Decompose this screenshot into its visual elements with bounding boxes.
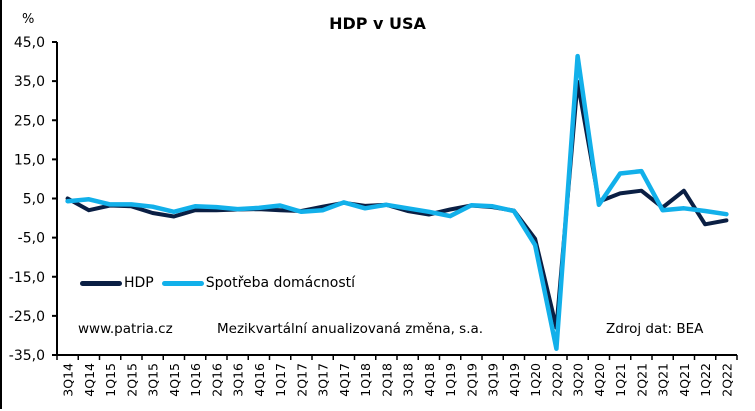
source-site-note: www.patria.cz [78, 321, 173, 337]
x-tick-label: 2Q15 [124, 363, 139, 397]
y-tick-label: 15,0 [14, 152, 45, 168]
y-tick-label: -15,0 [9, 270, 45, 286]
data-source-note: Zdroj dat: BEA [606, 321, 704, 337]
x-tick-label: 1Q16 [188, 363, 203, 397]
x-tick-label: 1Q20 [528, 363, 543, 397]
y-tick-label: -5,0 [18, 231, 45, 247]
x-tick-label: 1Q18 [358, 363, 373, 397]
legend-swatch-hdp [80, 280, 122, 286]
series-line-consumption [65, 53, 729, 351]
legend-item-consumption: Spotřeba domácností [161, 275, 356, 291]
x-tick-label: 2Q20 [549, 363, 564, 397]
y-tick-label: 5,0 [23, 192, 45, 208]
x-tick-label: 2Q18 [379, 363, 394, 397]
x-tick-label: 3Q15 [146, 363, 161, 397]
legend-label-consumption: Spotřeba domácností [205, 275, 356, 291]
x-tick-label: 1Q21 [613, 363, 628, 397]
x-tick-label: 2Q22 [719, 363, 734, 397]
legend-swatch-consumption [161, 280, 204, 286]
x-tick-label: 3Q14 [61, 363, 76, 397]
methodology-note: Mezikvartální anualizovaná změna, s.a. [217, 321, 484, 337]
legend-label-hdp: HDP [124, 275, 154, 291]
x-tick-label: 3Q19 [486, 363, 501, 397]
x-tick-label: 4Q21 [677, 363, 692, 397]
x-tick-label: 1Q15 [103, 363, 118, 397]
x-tick-label: 4Q18 [422, 363, 437, 397]
legend-item-hdp: HDP [80, 275, 154, 291]
y-tick-label: -25,0 [9, 309, 45, 325]
x-tick-label: 3Q20 [571, 363, 586, 397]
x-tick-label: 4Q17 [337, 363, 352, 397]
y-tick-label: -35,0 [9, 348, 45, 364]
x-tick-label: 1Q19 [443, 363, 458, 397]
y-tick-label: 25,0 [14, 113, 45, 129]
x-tick-label: 3Q21 [656, 363, 671, 397]
y-tick-label: 45,0 [14, 35, 45, 51]
x-tick-label: 4Q15 [167, 363, 182, 397]
chart-title: HDP v USA [329, 14, 426, 33]
y-axis-unit: % [22, 12, 35, 27]
x-tick-label: 3Q18 [401, 363, 416, 397]
y-tick-label: 35,0 [14, 74, 45, 90]
x-tick-label: 2Q19 [464, 363, 479, 397]
x-tick-label: 1Q17 [273, 363, 288, 397]
x-tick-label: 4Q14 [82, 363, 97, 397]
legend: HDP Spotřeba domácností [80, 275, 363, 291]
x-tick-label: 3Q17 [316, 363, 331, 397]
x-tick-label: 4Q16 [252, 363, 267, 397]
x-tick-label: 2Q16 [209, 363, 224, 397]
x-tick-label: 4Q20 [592, 363, 607, 397]
x-tick-label: 1Q22 [698, 363, 713, 397]
x-tick-label: 2Q17 [294, 363, 309, 397]
x-tick-label: 3Q16 [231, 363, 246, 397]
x-tick-label: 4Q19 [507, 363, 522, 397]
x-tick-label: 2Q21 [634, 363, 649, 397]
